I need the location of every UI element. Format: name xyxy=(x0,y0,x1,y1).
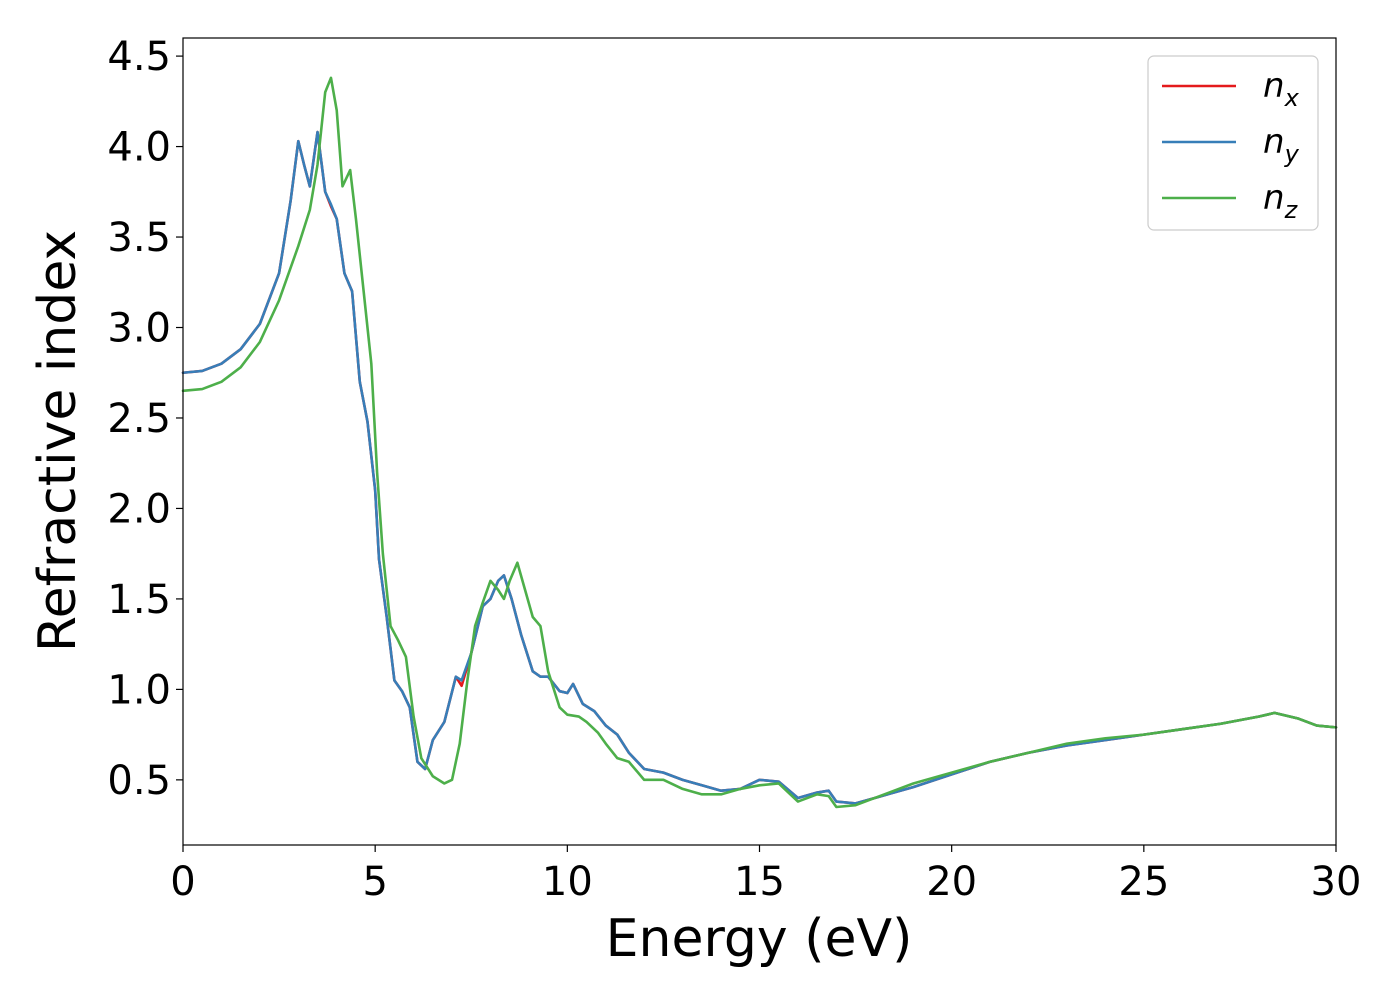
x-axis-ticks: 0 5 10 15 20 25 30 xyxy=(170,845,1361,905)
series-line-nz xyxy=(181,76,1338,809)
legend-label-nx: nx xyxy=(1263,66,1300,112)
legend: nx ny nz xyxy=(1147,55,1319,231)
legend-label-ny: ny xyxy=(1263,122,1300,168)
y-tick-label: 1.0 xyxy=(107,667,171,713)
series-lines xyxy=(181,76,1338,809)
x-tick-label: 5 xyxy=(362,859,387,905)
series-line-ny xyxy=(181,130,1338,805)
y-axis-title: Refractive index xyxy=(28,230,88,652)
y-tick-label: 3.0 xyxy=(107,306,171,352)
x-tick-label: 30 xyxy=(1311,859,1362,905)
x-tick-label: 0 xyxy=(170,859,195,905)
y-axis-ticks: 0.5 1.0 1.5 2.0 2.5 3.0 3.5 4.0 4.5 xyxy=(107,34,183,804)
x-axis-title: Energy (eV) xyxy=(606,909,913,969)
x-tick-label: 15 xyxy=(734,859,785,905)
x-tick-label: 10 xyxy=(542,859,593,905)
x-tick-label: 25 xyxy=(1118,859,1169,905)
x-tick-label: 20 xyxy=(926,859,977,905)
y-tick-label: 2.5 xyxy=(107,396,171,442)
y-tick-label: 3.5 xyxy=(107,215,171,261)
y-tick-label: 4.5 xyxy=(107,34,171,80)
y-tick-label: 2.0 xyxy=(107,486,171,532)
legend-label-nz: nz xyxy=(1263,178,1299,224)
y-tick-label: 0.5 xyxy=(107,758,171,804)
y-tick-label: 1.5 xyxy=(107,577,171,623)
y-tick-label: 4.0 xyxy=(107,125,171,171)
